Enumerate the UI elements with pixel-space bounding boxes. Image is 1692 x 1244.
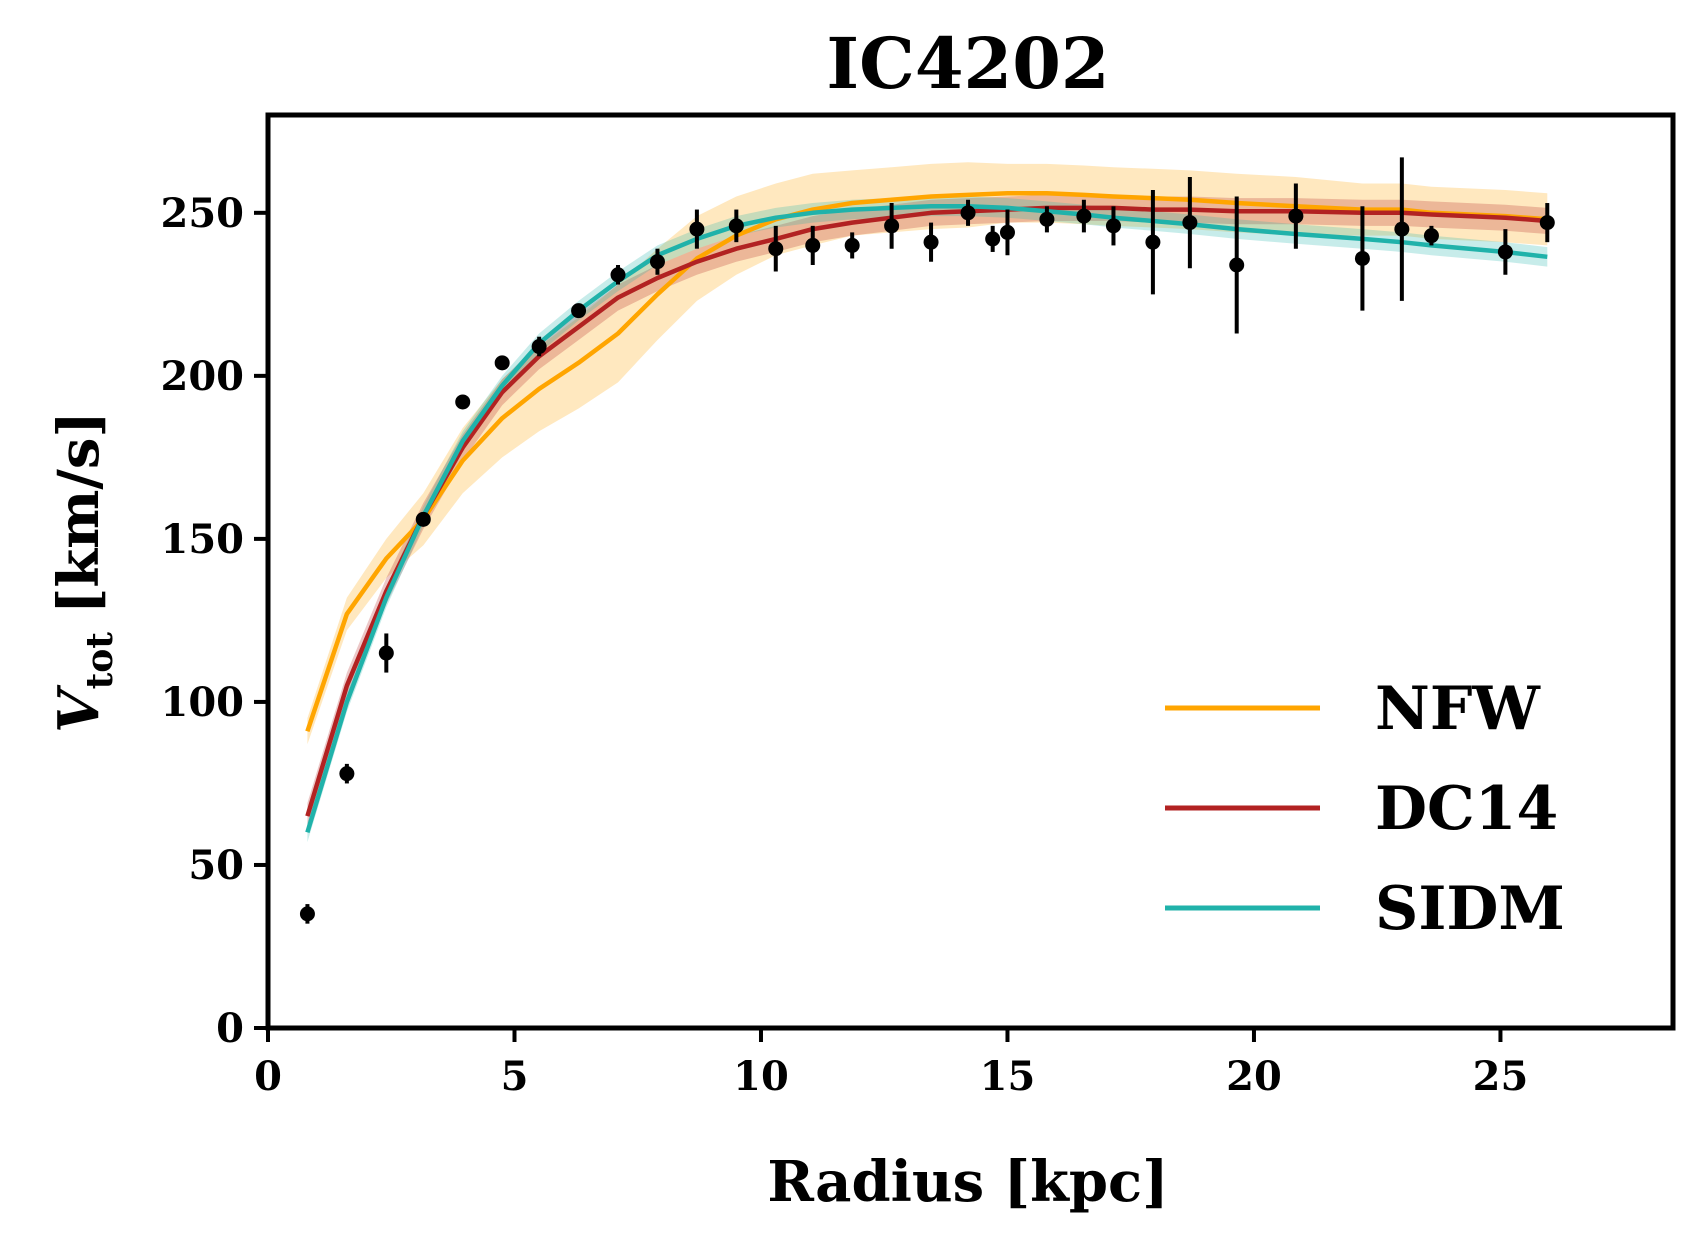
- uncertainty-bands: [307, 162, 1548, 843]
- data-point: [339, 766, 355, 782]
- x-axis-label: Radius [kpc]: [767, 1149, 1168, 1215]
- data-point: [689, 221, 705, 237]
- data-point: [1039, 211, 1055, 227]
- y-tick-label: 200: [161, 353, 245, 400]
- chart-title: IC4202: [826, 22, 1109, 105]
- observed-data-points: [299, 157, 1555, 924]
- y-axis-ticks: 0 50 100 150 200 250: [161, 190, 268, 1052]
- y-axis-label-symbol: V: [46, 684, 112, 733]
- data-point: [768, 241, 784, 257]
- data-point: [1539, 215, 1555, 231]
- data-point: [378, 645, 394, 661]
- x-tick-label: 0: [254, 1053, 282, 1100]
- legend: NFW DC14 SIDM: [1165, 674, 1565, 944]
- x-tick-label: 5: [501, 1053, 529, 1100]
- y-tick-label: 150: [161, 516, 245, 563]
- y-axis-label-subscript: tot: [79, 632, 121, 690]
- data-point: [844, 237, 860, 253]
- data-point: [1229, 257, 1245, 273]
- x-axis-ticks: 0 5 10 15 20 25: [254, 1028, 1528, 1100]
- data-point: [1497, 244, 1513, 260]
- data-point: [610, 267, 626, 283]
- data-point: [531, 339, 547, 355]
- data-point: [1354, 250, 1370, 266]
- legend-label-sidm: SIDM: [1375, 874, 1565, 944]
- x-tick-label: 15: [980, 1053, 1036, 1100]
- data-point: [960, 205, 976, 221]
- data-point: [1182, 215, 1198, 231]
- x-tick-label: 25: [1473, 1053, 1529, 1100]
- data-point: [1145, 234, 1161, 250]
- data-point: [728, 218, 744, 234]
- data-point: [985, 231, 1001, 247]
- data-point: [999, 224, 1015, 240]
- nfw-band: [307, 162, 1548, 745]
- data-point: [494, 355, 510, 371]
- y-tick-label: 250: [161, 190, 245, 237]
- data-point: [1288, 208, 1304, 224]
- data-point: [805, 237, 821, 253]
- y-tick-label: 0: [216, 1005, 244, 1052]
- legend-label-dc14: DC14: [1375, 774, 1558, 844]
- plot-frame: [265, 112, 1676, 1031]
- legend-label-nfw: NFW: [1375, 674, 1541, 744]
- data-point: [1423, 228, 1439, 244]
- data-point: [1105, 218, 1121, 234]
- data-point: [571, 303, 587, 319]
- data-point: [1076, 208, 1092, 224]
- data-point: [1394, 221, 1410, 237]
- y-axis-label-unit: [km/s]: [46, 411, 112, 614]
- data-point: [649, 254, 665, 270]
- x-tick-label: 10: [733, 1053, 789, 1100]
- data-point: [455, 394, 471, 410]
- y-tick-label: 100: [161, 679, 245, 726]
- data-point: [415, 511, 431, 527]
- y-axis-label: Vtot [km/s]: [46, 411, 121, 733]
- y-tick-label: 50: [188, 842, 244, 889]
- data-point: [884, 218, 900, 234]
- data-point: [923, 234, 939, 250]
- data-point: [299, 906, 315, 922]
- x-tick-label: 20: [1226, 1053, 1282, 1100]
